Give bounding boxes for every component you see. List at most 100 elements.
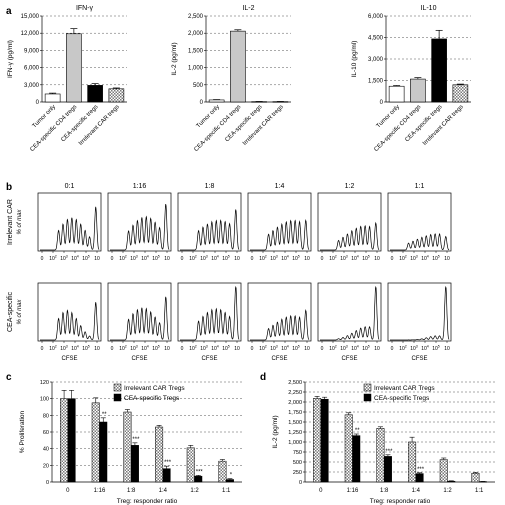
x-tick-label: 102 <box>259 255 267 263</box>
histogram-trace <box>320 285 380 341</box>
x-tick-label: 10 <box>94 346 100 352</box>
x-tick-exponent: 3 <box>206 255 208 259</box>
y-tick-label: 2,500 <box>288 380 302 386</box>
histogram-frame <box>387 282 452 342</box>
x-tick-exponent: 3 <box>276 345 278 349</box>
x-tick-exponent: 4 <box>77 345 79 349</box>
x-tick-exponent: 5 <box>88 255 90 259</box>
x-tick-label: 0 <box>111 346 114 352</box>
x-tick-label: 0 <box>41 256 44 262</box>
y-tick-label: 120 <box>40 380 49 386</box>
histogram-frame <box>177 192 242 252</box>
y-tick-label: 500 <box>293 460 302 466</box>
x-tick-label: 105 <box>152 345 160 353</box>
histogram-trace <box>390 233 450 251</box>
x-tick-exponent: 2 <box>405 255 407 259</box>
x-tick-label: 102 <box>399 345 407 353</box>
x-axis-label: CFSE <box>61 356 77 362</box>
bar <box>439 459 448 483</box>
bar <box>99 421 108 483</box>
x-tick-exponent: 2 <box>335 345 337 349</box>
x-tick-label: 102 <box>119 255 127 263</box>
x-tick-label: 10 <box>304 346 310 352</box>
y-axis-label: % Proliferation <box>19 410 26 453</box>
panel-label-b: b <box>6 182 12 193</box>
legend-label: Irrelevant CAR Tregs <box>374 385 435 392</box>
y-tick-label: 6,000 <box>24 66 40 72</box>
x-tick-label: 105 <box>222 255 230 263</box>
y-tick-label: 12,000 <box>21 31 40 37</box>
histogram-panel: 0 102 103 104 105 10 CFSE <box>107 282 172 362</box>
x-tick-label: 102 <box>189 345 197 353</box>
x-tick-label: 103 <box>130 255 138 263</box>
histogram-trace <box>40 206 100 251</box>
x-category-label: 1:1 <box>222 488 231 494</box>
x-tick-label: 103 <box>270 345 278 353</box>
panel-a-cytokine-charts: IFN-γ IFN-γ (pg/ml) 0 3,000 6,000 9,000 12,000… <box>7 5 471 153</box>
y-tick-label: 80 <box>43 413 49 419</box>
x-tick-label: 105 <box>432 345 440 353</box>
x-tick-label: 10 <box>444 346 450 352</box>
y-axis-label: IL-10 (pg/ml) <box>351 41 358 78</box>
x-tick-label: 103 <box>340 255 348 263</box>
x-tick-label: 10 <box>94 256 100 262</box>
x-tick-label: 10 <box>234 346 240 352</box>
x-category-label: CEA-specific tregs <box>224 104 263 143</box>
significance-marker: *** <box>385 449 393 455</box>
x-tick-label: 10 <box>444 256 450 262</box>
legend-swatch <box>363 383 372 392</box>
x-tick-label: 102 <box>329 345 337 353</box>
row-sublabel: % of max <box>17 209 23 235</box>
legend-label: Irrelevant CAR Tregs <box>124 385 185 392</box>
x-tick-label: 103 <box>130 345 138 353</box>
panel-label-a: a <box>6 6 12 17</box>
bar <box>186 447 195 483</box>
x-axis-label: CFSE <box>411 356 427 362</box>
x-tick-exponent: 3 <box>276 255 278 259</box>
bar <box>320 398 329 483</box>
x-category-label: Irrelevant CAR tregs <box>242 104 285 147</box>
x-tick-label: 102 <box>49 255 57 263</box>
y-tick-label: 1,000 <box>288 440 302 446</box>
y-tick-label: 750 <box>293 450 302 456</box>
histogram-trace <box>110 204 170 251</box>
histogram-panel: 0 102 103 104 105 10 CFSE <box>247 282 312 362</box>
x-tick-label: 103 <box>200 345 208 353</box>
y-axis-label: IL-2 (pg/ml) <box>171 42 178 75</box>
x-axis-label: CFSE <box>201 356 217 362</box>
bar <box>410 78 426 103</box>
histogram-trace <box>250 308 310 341</box>
x-category-label: 1:16 <box>94 488 106 494</box>
x-tick-exponent: 3 <box>66 345 68 349</box>
y-tick-label: 250 <box>293 470 302 476</box>
histogram-panel: 0 102 103 104 105 10 CFSE <box>177 282 242 362</box>
significance-marker: ** <box>355 428 360 434</box>
x-tick-exponent: 4 <box>217 255 219 259</box>
y-axis-label: IL-2 (pg/ml) <box>272 415 279 448</box>
x-tick-label: 104 <box>211 255 219 263</box>
x-tick-label: 0 <box>181 256 184 262</box>
histogram-panel: 0 102 103 104 105 10 <box>247 192 312 263</box>
x-category-label: 1:8 <box>380 488 389 494</box>
chart-title: IL-2 <box>242 5 254 12</box>
ratio-label: 1:16 <box>133 183 147 190</box>
histogram-frame <box>317 282 382 342</box>
x-tick-exponent: 5 <box>228 345 230 349</box>
significance-marker: * <box>230 473 233 479</box>
x-axis-label: Treg: responder ratio <box>370 498 431 505</box>
bar <box>162 468 171 483</box>
y-tick-label: 2,000 <box>288 400 302 406</box>
x-tick-exponent: 2 <box>265 255 267 259</box>
x-tick-exponent: 4 <box>357 255 359 259</box>
x-tick-exponent: 2 <box>55 345 57 349</box>
row-label: Irrelevant CAR <box>7 199 14 245</box>
panel-label-d: d <box>260 372 266 383</box>
y-tick-label: 20 <box>43 463 49 469</box>
x-tick-label: 10 <box>234 256 240 262</box>
x-tick-label: 102 <box>49 345 57 353</box>
x-tick-exponent: 4 <box>77 255 79 259</box>
x-tick-label: 103 <box>60 255 68 263</box>
